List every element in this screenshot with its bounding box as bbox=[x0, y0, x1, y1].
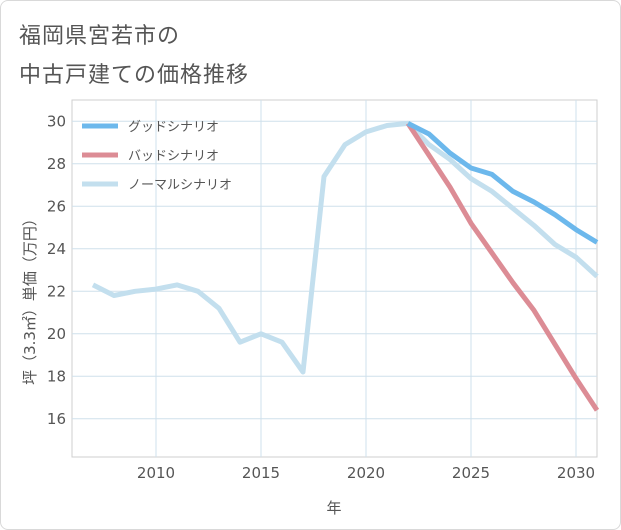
y-tick-label: 16 bbox=[47, 410, 66, 428]
y-tick-label: 26 bbox=[47, 197, 66, 215]
y-tick-label: 24 bbox=[47, 240, 66, 258]
x-tick-label: 2020 bbox=[347, 464, 385, 482]
series-line-bad bbox=[405, 122, 600, 412]
x-tick-label: 2025 bbox=[452, 464, 490, 482]
y-tick-label: 22 bbox=[47, 282, 66, 300]
x-tick-label: 2015 bbox=[242, 464, 280, 482]
legend-label-good: グッドシナリオ bbox=[128, 120, 219, 135]
y-tick-label: 20 bbox=[47, 325, 66, 343]
legend-label-bad: バッドシナリオ bbox=[128, 149, 219, 164]
y-tick-label: 28 bbox=[47, 155, 66, 173]
chart-title-line-1: 福岡県宮若市の bbox=[19, 24, 181, 49]
y-axis-label: 坪（3.3㎡）単価（万円） bbox=[21, 211, 39, 385]
y-tick-label: 30 bbox=[47, 112, 66, 130]
x-axis-label: 年 bbox=[326, 499, 341, 517]
series-line-normal bbox=[91, 120, 599, 375]
y-tick-label: 18 bbox=[47, 367, 66, 385]
x-tick-label: 2010 bbox=[137, 464, 175, 482]
legend-label-normal: ノーマルシナリオ bbox=[128, 178, 232, 193]
chart-title-line-2: 中古戸建ての価格推移 bbox=[19, 63, 250, 88]
series-line-good bbox=[406, 121, 599, 245]
x-tick-label: 2030 bbox=[557, 464, 595, 482]
